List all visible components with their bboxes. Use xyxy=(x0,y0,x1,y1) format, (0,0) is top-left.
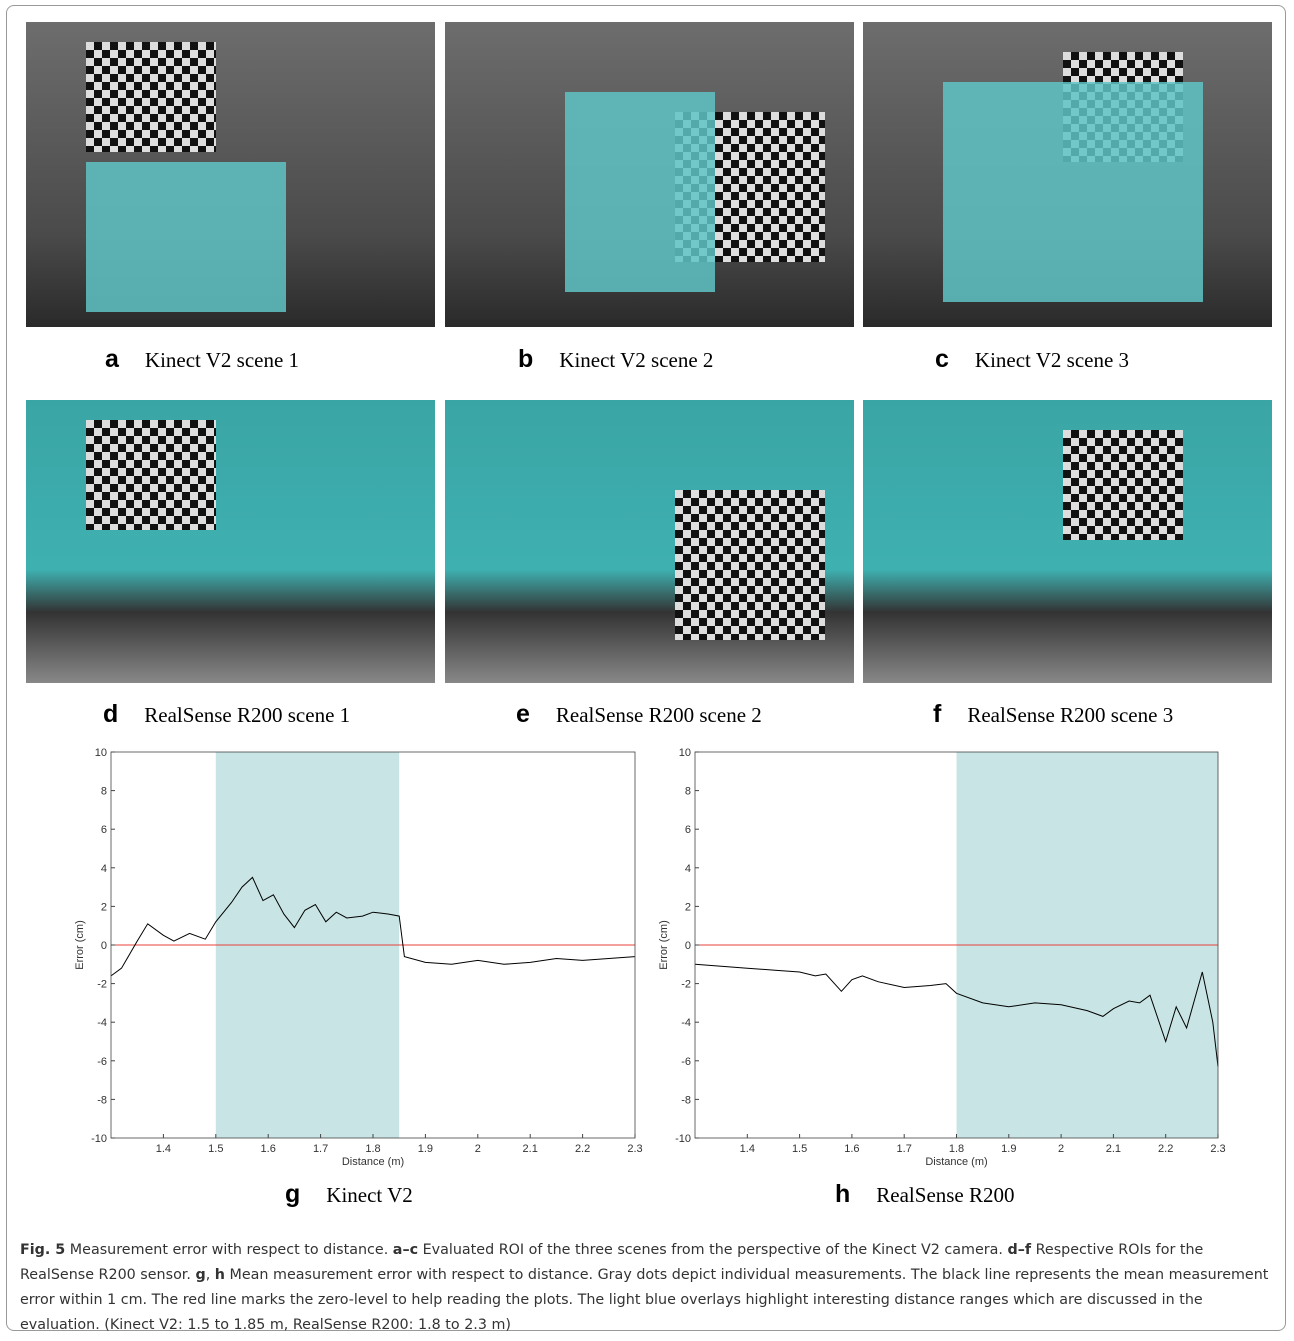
panel-letter: d xyxy=(103,700,118,729)
x-tick-label: 1.9 xyxy=(1001,1143,1016,1155)
checkerboard xyxy=(86,420,216,530)
photo xyxy=(26,22,435,327)
y-tick-label: 8 xyxy=(101,786,107,798)
y-tick-label: -10 xyxy=(675,1133,691,1145)
panel-title: Kinect V2 scene 3 xyxy=(975,348,1129,373)
y-tick-label: 0 xyxy=(685,940,691,952)
y-tick-label: -4 xyxy=(681,1017,691,1029)
y-tick-label: 2 xyxy=(685,901,691,913)
chart: -10 -8 -6 -4 -2 0 2 4 6 8 10 1.4 1.5 1.6 1.7 1.8 1.9 2 2.1… xyxy=(60,740,660,1180)
panel-title: Kinect V2 xyxy=(326,1183,413,1208)
panel-title: Kinect V2 scene 2 xyxy=(559,348,713,373)
caption-text: Measurement error with respect to distan… xyxy=(65,1242,393,1258)
caption-text: h xyxy=(215,1267,225,1283)
y-tick-label: 10 xyxy=(95,747,107,759)
x-tick-label: 1.8 xyxy=(365,1143,380,1155)
x-tick-label: 2.1 xyxy=(1106,1143,1121,1155)
panel-title: Kinect V2 scene 1 xyxy=(145,348,299,373)
caption-text: Evaluated ROI of the three scenes from t… xyxy=(418,1242,1007,1258)
y-tick-label: 6 xyxy=(685,824,691,836)
x-tick-label: 1.5 xyxy=(208,1143,223,1155)
x-tick-label: 1.6 xyxy=(261,1143,276,1155)
panel-label: d RealSense R200 scene 1 xyxy=(103,700,350,729)
panel-label: f RealSense R200 scene 3 xyxy=(933,700,1173,729)
photo xyxy=(445,400,854,683)
y-tick-label: -6 xyxy=(97,1056,107,1068)
chart: -10 -8 -6 -4 -2 0 2 4 6 8 10 1.4 1.5 1.6 1.7 1.8 1.9 2 2.1… xyxy=(640,740,1240,1180)
y-tick-label: -8 xyxy=(97,1094,107,1106)
panel-letter: h xyxy=(835,1180,850,1209)
x-axis-label: Distance (m) xyxy=(342,1156,404,1168)
photo xyxy=(445,22,854,327)
y-tick-label: -4 xyxy=(97,1017,107,1029)
x-tick-label: 1.9 xyxy=(418,1143,433,1155)
panel-title: RealSense R200 scene 3 xyxy=(967,703,1173,728)
y-tick-label: 4 xyxy=(685,863,691,875)
panel-label: a Kinect V2 scene 1 xyxy=(105,345,299,374)
panel-letter: f xyxy=(933,700,941,729)
caption-text: g xyxy=(195,1267,205,1283)
photo xyxy=(863,400,1272,683)
x-tick-label: 1.4 xyxy=(156,1143,171,1155)
x-tick-label: 1.6 xyxy=(844,1143,859,1155)
y-axis-label: Error (cm) xyxy=(74,920,86,970)
roi-overlay xyxy=(943,82,1203,302)
x-tick-label: 2.3 xyxy=(1210,1143,1225,1155)
x-tick-label: 1.4 xyxy=(740,1143,755,1155)
caption-text: , xyxy=(206,1267,215,1283)
panel-letter: g xyxy=(285,1180,300,1209)
panel-letter: a xyxy=(105,345,119,374)
page: -10 -8 -6 -4 -2 0 2 4 6 8 10 1.4 1.5 1.6 1.7 1.8 1.9 2 2.1… xyxy=(0,0,1294,1341)
photo xyxy=(863,22,1272,327)
panel-letter: c xyxy=(935,345,949,374)
roi-overlay xyxy=(86,162,286,312)
y-tick-label: 0 xyxy=(101,940,107,952)
y-tick-label: 6 xyxy=(101,824,107,836)
panel-label: g Kinect V2 xyxy=(285,1180,413,1209)
caption-text: a–c xyxy=(393,1242,418,1258)
x-tick-label: 2 xyxy=(1058,1143,1064,1155)
panel-title: RealSense R200 scene 1 xyxy=(144,703,350,728)
caption: Fig. 5 Measurement error with respect to… xyxy=(20,1238,1278,1338)
panel-title: RealSense R200 scene 2 xyxy=(556,703,762,728)
panel-label: e RealSense R200 scene 2 xyxy=(516,700,762,729)
panel-label: c Kinect V2 scene 3 xyxy=(935,345,1129,374)
y-axis-label: Error (cm) xyxy=(658,920,670,970)
x-axis-label: Distance (m) xyxy=(925,1156,987,1168)
x-tick-label: 1.7 xyxy=(313,1143,328,1155)
x-tick-label: 1.5 xyxy=(792,1143,807,1155)
y-tick-label: 8 xyxy=(685,786,691,798)
y-tick-label: 4 xyxy=(101,863,107,875)
x-tick-label: 2.2 xyxy=(575,1143,590,1155)
panel-label: h RealSense R200 xyxy=(835,1180,1015,1209)
checkerboard xyxy=(675,490,825,640)
x-tick-label: 2.1 xyxy=(523,1143,538,1155)
roi-overlay xyxy=(565,92,715,292)
photo xyxy=(26,400,435,683)
checkerboard xyxy=(1063,430,1183,540)
x-tick-label: 1.7 xyxy=(897,1143,912,1155)
panel-title: RealSense R200 xyxy=(876,1183,1014,1208)
checkerboard xyxy=(86,42,216,152)
y-tick-label: -10 xyxy=(91,1133,107,1145)
y-tick-label: -6 xyxy=(681,1056,691,1068)
panel-letter: e xyxy=(516,700,530,729)
y-tick-label: -8 xyxy=(681,1094,691,1106)
caption-text: Fig. 5 xyxy=(20,1242,65,1258)
y-tick-label: -2 xyxy=(681,979,691,991)
y-tick-label: 2 xyxy=(101,901,107,913)
x-tick-label: 1.8 xyxy=(949,1143,964,1155)
y-tick-label: -2 xyxy=(97,979,107,991)
caption-text: d–f xyxy=(1007,1242,1031,1258)
x-tick-label: 2 xyxy=(475,1143,481,1155)
y-tick-label: 10 xyxy=(679,747,691,759)
panel-label: b Kinect V2 scene 2 xyxy=(518,345,713,374)
panel-letter: b xyxy=(518,345,533,374)
x-tick-label: 2.2 xyxy=(1158,1143,1173,1155)
